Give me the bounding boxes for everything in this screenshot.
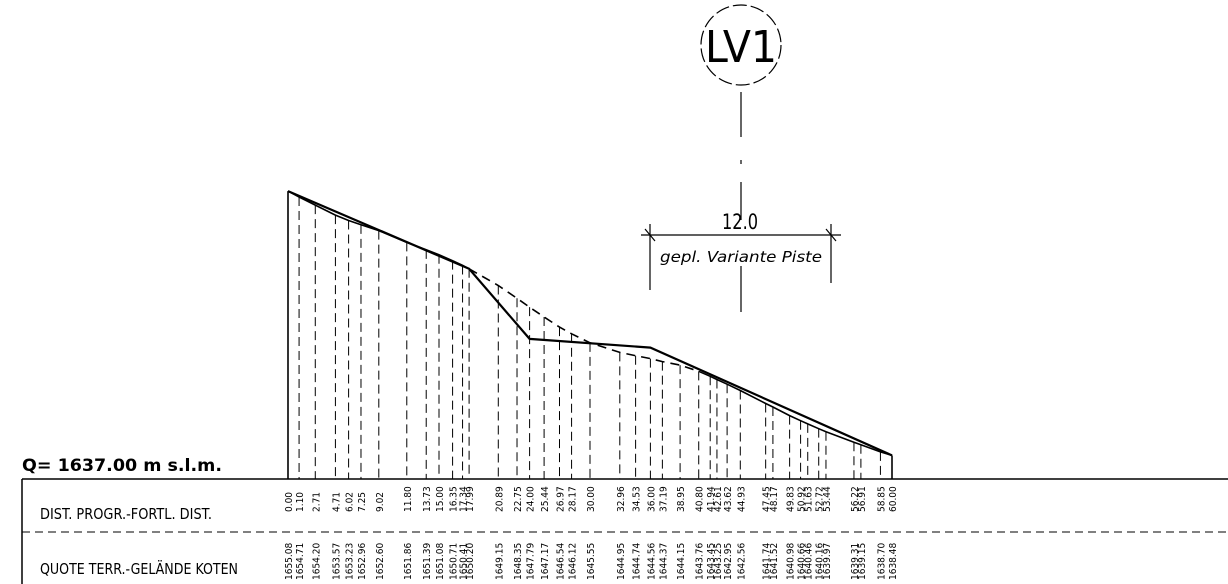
elevation-value: 1643.25 <box>713 543 724 580</box>
existing-terrain-dashed <box>468 268 699 373</box>
elevation-value: 1644.74 <box>632 543 643 580</box>
elevation-value: 1646.12 <box>568 543 579 580</box>
distance-value: 56.91 <box>857 486 868 512</box>
distance-value: 4.71 <box>331 492 342 512</box>
elevation-value: 1650.71 <box>449 543 460 580</box>
distance-value: 56.22 <box>850 486 861 512</box>
distance-value: 47.45 <box>762 486 773 512</box>
distance-value: 13.73 <box>422 486 433 512</box>
elevation-value: 1641.74 <box>762 543 773 580</box>
distance-value: 36.00 <box>646 486 657 512</box>
distance-value: 30.00 <box>586 486 597 512</box>
distance-row-label: DIST. PROGR.-FORTL. DIST. <box>40 505 212 523</box>
distance-value: 24.00 <box>526 486 537 512</box>
elevation-value: 1639.31 <box>850 543 861 580</box>
elevation-value: 1642.95 <box>723 543 734 580</box>
elevation-value: 1651.39 <box>422 543 433 580</box>
elevation-value: 1645.55 <box>586 543 597 580</box>
elevation-value: 1644.95 <box>616 543 627 580</box>
distance-value: 2.71 <box>311 492 322 512</box>
marker-circle <box>700 4 782 86</box>
distance-value: 11.80 <box>403 486 414 512</box>
distance-value: 16.35 <box>449 486 460 512</box>
distance-value: 50.92 <box>797 486 808 512</box>
distance-value: 49.83 <box>786 486 797 512</box>
dimension-12m: 12.0 gepl. Variante Piste <box>641 210 841 290</box>
elevation-row-label: QUOTE TERR.-GELÄNDE KOTEN <box>40 559 238 578</box>
elevation-value: 1647.79 <box>526 543 537 580</box>
distance-value: 53.44 <box>822 486 833 512</box>
elevation-value: 1651.86 <box>403 543 414 580</box>
elevation-value: 1646.54 <box>555 543 566 580</box>
elevation-value: 1650.20 <box>465 543 476 580</box>
elevation-value: 1640.98 <box>786 543 797 580</box>
distance-value: 48.17 <box>769 486 780 512</box>
distance-value: 40.80 <box>695 486 706 512</box>
distance-value: 51.63 <box>804 486 815 512</box>
distance-values: 0.00 1.10 2.71 4.71 6.02 7.25 9.02 11.80 13.73 15… <box>284 486 899 512</box>
distance-value: 43.62 <box>723 486 734 512</box>
elevation-value: 1644.15 <box>676 543 687 580</box>
distance-value: 1.10 <box>295 492 306 512</box>
distance-value: 17.99 <box>465 486 476 512</box>
elevation-value: 1643.76 <box>695 543 706 580</box>
distance-value: 60.00 <box>888 486 899 512</box>
section-marker: LV1 <box>700 4 782 86</box>
distance-value: 15.00 <box>435 486 446 512</box>
dimension-value: 12.0 <box>722 210 758 234</box>
distance-value: 20.89 <box>494 486 505 512</box>
distance-value: 28.17 <box>568 486 579 512</box>
distance-value: 37.19 <box>658 486 669 512</box>
distance-value: 9.02 <box>375 492 386 512</box>
elevation-value: 1650.41 <box>459 543 470 580</box>
elevation-value: 1639.97 <box>822 543 833 580</box>
marker-label: LV1 <box>705 22 777 73</box>
elevation-value: 1652.96 <box>357 543 368 580</box>
elevation-value: 1648.35 <box>513 543 524 580</box>
elevation-value: 1640.66 <box>797 543 808 580</box>
distance-value: 22.75 <box>513 486 524 512</box>
elevation-value: 1638.48 <box>888 543 899 580</box>
distance-value: 0.00 <box>284 492 295 512</box>
distance-value: 6.02 <box>345 492 356 512</box>
elevation-value: 1654.71 <box>295 543 306 580</box>
terrain-profile <box>287 190 893 479</box>
distance-value: 42.61 <box>713 486 724 512</box>
elevation-value: 1643.45 <box>706 543 717 580</box>
elevation-value: 1653.57 <box>331 543 342 580</box>
elevation-value: 1640.16 <box>815 543 826 580</box>
distance-value: 7.25 <box>357 492 368 512</box>
distance-value: 41.94 <box>706 486 717 512</box>
elevation-value: 1654.20 <box>311 543 322 580</box>
distance-value: 38.95 <box>676 486 687 512</box>
elevation-value: 1647.17 <box>540 543 551 580</box>
distance-value: 32.96 <box>616 486 627 512</box>
distance-value: 58.85 <box>876 486 887 512</box>
elevation-values: 1655.08 1654.71 1654.20 1653.57 1653.23 1652.… <box>284 543 899 580</box>
existing-terrain-line <box>698 370 893 457</box>
distance-value: 34.53 <box>632 486 643 512</box>
elevation-value: 1651.08 <box>435 543 446 580</box>
dimension-note: gepl. Variante Piste <box>660 248 822 266</box>
elevation-value: 1653.23 <box>345 543 356 580</box>
elevation-value: 1638.70 <box>876 543 887 580</box>
elevation-value: 1641.52 <box>769 543 780 580</box>
distance-value: 26.97 <box>555 486 566 512</box>
elevation-value: 1652.60 <box>375 543 386 580</box>
elevation-value: 1655.08 <box>284 543 295 580</box>
elevation-value: 1644.56 <box>646 543 657 580</box>
distance-value: 52.72 <box>815 486 826 512</box>
elevation-value: 1649.15 <box>494 543 505 580</box>
elevation-value: 1639.15 <box>857 543 868 580</box>
elevation-value: 1640.46 <box>804 543 815 580</box>
planned-track-line <box>287 190 893 457</box>
elevation-value: 1644.37 <box>658 543 669 580</box>
elevation-value: 1642.56 <box>736 543 747 580</box>
distance-value: 25.44 <box>540 486 551 512</box>
distance-value: 17.34 <box>459 486 470 512</box>
datum-label: Q= 1637.00 m s.l.m. <box>22 456 222 476</box>
profile-table: Q= 1637.00 m s.l.m. DIST. PROGR.-FORTL. … <box>21 456 1228 584</box>
distance-value: 44.93 <box>736 486 747 512</box>
